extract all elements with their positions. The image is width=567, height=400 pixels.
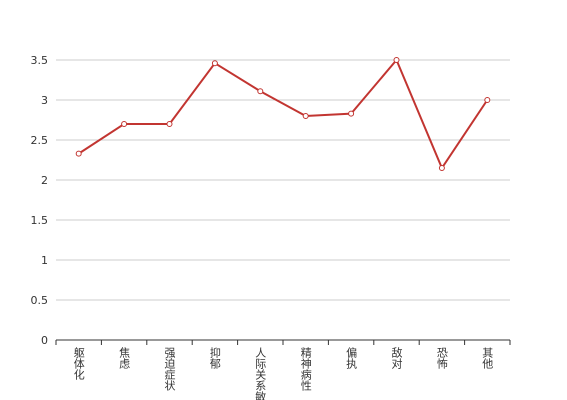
point: [484, 97, 491, 103]
x-tick-label: 敌对: [390, 346, 403, 369]
point: [393, 57, 400, 63]
y-tick-label: 2: [41, 174, 48, 187]
point: [302, 113, 309, 119]
x-tick-label: 焦虑: [118, 347, 131, 369]
y-tick-label: 1: [41, 254, 48, 267]
y-tick-label: 3.5: [31, 54, 49, 67]
x-tick-label: 偏执: [345, 346, 358, 370]
line: [78, 58, 489, 171]
point: [211, 60, 218, 67]
y-tick-label: 3: [41, 94, 48, 107]
x-tick-label: 强迫症状: [163, 347, 176, 391]
point: [166, 121, 173, 127]
point: [75, 150, 82, 157]
x-tick-label: 人际关系敏感: [254, 347, 267, 400]
x-tick-label: 其他: [481, 347, 494, 369]
y-tick-label: 0: [41, 334, 48, 347]
point: [121, 121, 128, 127]
x-tick-label: 躯体化: [72, 347, 85, 381]
x-tick-label: 精神病性: [299, 347, 312, 392]
y-tick-label: 0.5: [31, 294, 49, 307]
y-tick-label: 1.5: [31, 214, 49, 227]
x-tick-label: 恐怖: [435, 347, 448, 369]
x-tick-label: 抑郁: [208, 346, 221, 369]
point: [257, 88, 264, 95]
point: [348, 110, 355, 117]
y-tick-label: 2.5: [31, 134, 49, 147]
point: [438, 165, 445, 171]
